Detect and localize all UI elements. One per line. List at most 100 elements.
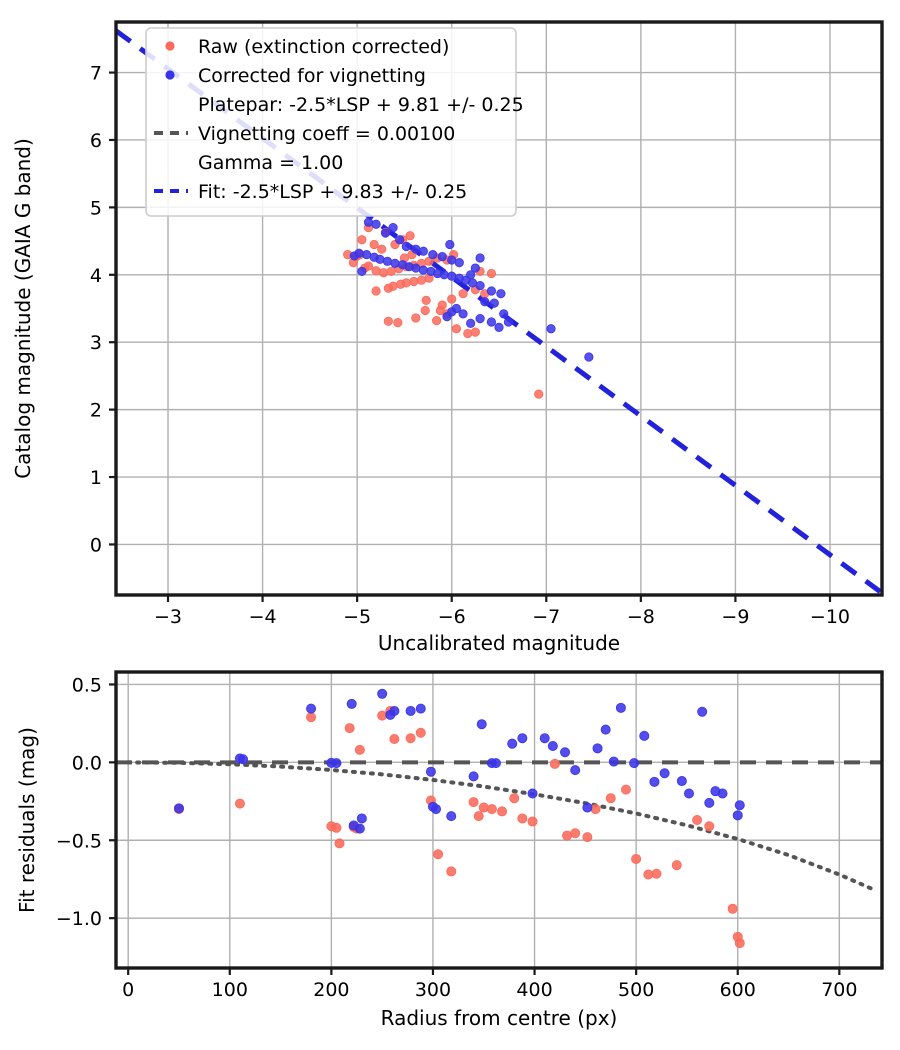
data-point <box>717 788 728 799</box>
data-point <box>388 223 398 233</box>
data-point <box>466 318 476 328</box>
data-point <box>671 860 682 871</box>
data-point <box>629 758 640 769</box>
data-point <box>704 797 715 808</box>
data-point <box>494 322 504 332</box>
data-point <box>490 758 501 769</box>
data-point <box>732 810 743 821</box>
data-point <box>405 231 415 241</box>
data-point <box>473 811 484 822</box>
y-axis-title: Catalog magnitude (GAIA G band) <box>11 138 35 479</box>
data-point <box>605 793 616 804</box>
data-point <box>608 756 619 767</box>
data-point <box>437 300 447 310</box>
y-axis-title: Fit residuals (mag) <box>15 727 39 913</box>
data-point <box>369 252 379 262</box>
data-point <box>377 244 387 254</box>
data-point <box>416 275 427 285</box>
data-point <box>377 688 388 699</box>
data-point <box>306 703 317 714</box>
data-point <box>476 719 487 730</box>
x-tick-label: 0 <box>122 979 134 1001</box>
data-point <box>463 328 473 339</box>
data-point <box>415 727 426 738</box>
data-point <box>446 811 457 822</box>
data-point <box>486 268 497 279</box>
data-point <box>234 798 245 809</box>
x-axis-title: Radius from centre (px) <box>381 1006 618 1030</box>
data-point <box>371 286 381 296</box>
data-point <box>425 766 436 777</box>
x-tick-label: −9 <box>721 606 749 628</box>
data-point <box>418 246 428 256</box>
x-tick-label: 700 <box>821 979 857 1001</box>
y-tick-label: −1.0 <box>56 908 102 930</box>
y-tick-label: 6 <box>90 130 102 152</box>
data-point <box>534 389 544 399</box>
series-corrected <box>349 217 594 362</box>
data-point <box>442 311 452 322</box>
data-point <box>475 253 485 263</box>
legend-entry: Gamma = 1.00 <box>198 152 343 174</box>
y-tick-label: −0.5 <box>56 830 102 852</box>
calibration-plot: −3 −4 −5 −6 −7 −8 −9 −10 0 1 2 3 4 5 6 7 Uncalibrated ma… <box>11 20 884 655</box>
data-point <box>431 804 442 815</box>
data-point <box>363 217 374 227</box>
legend-label: Raw (extinction corrected) <box>198 36 449 58</box>
data-point <box>600 724 611 735</box>
data-point <box>379 268 389 278</box>
data-point <box>697 706 708 717</box>
data-point <box>388 281 398 291</box>
y-tick-label: 3 <box>90 332 102 354</box>
data-point <box>446 866 457 877</box>
data-point <box>478 802 489 813</box>
legend: Raw (extinction corrected) Corrected for … <box>145 27 524 217</box>
data-point <box>362 249 372 260</box>
data-point <box>357 266 367 277</box>
legend-marker-icon <box>165 41 175 51</box>
data-point <box>539 733 550 744</box>
plot-background <box>116 672 882 968</box>
x-tick-label: −6 <box>438 606 466 628</box>
data-point <box>503 317 514 327</box>
data-point <box>546 324 556 334</box>
data-point <box>363 261 374 271</box>
data-point <box>470 327 480 337</box>
data-point <box>354 823 365 834</box>
y-tick-label: 1 <box>90 467 102 489</box>
legend-entry: Platepar: -2.5*LSP + 9.81 +/- 0.25 <box>198 94 524 116</box>
legend-entry: Raw (extinction corrected) <box>165 36 449 58</box>
data-point <box>649 776 660 787</box>
data-point <box>499 309 509 319</box>
data-point <box>582 802 593 813</box>
data-point <box>383 316 393 326</box>
data-point <box>409 276 419 287</box>
data-point <box>346 698 357 709</box>
legend-label: Corrected for vignetting <box>198 65 426 87</box>
y-tick-label: 7 <box>90 63 102 85</box>
data-point <box>395 235 405 245</box>
data-point <box>651 868 662 879</box>
data-point <box>371 219 381 229</box>
data-point <box>547 741 558 752</box>
x-axis-title: Uncalibrated magnitude <box>378 631 620 655</box>
data-point <box>411 313 421 323</box>
data-point <box>468 771 479 782</box>
data-point <box>458 289 468 299</box>
y-tick-label: 5 <box>90 197 102 219</box>
x-tick-label: 400 <box>516 979 552 1001</box>
data-point <box>447 255 457 265</box>
data-point <box>418 265 428 275</box>
data-point <box>486 286 497 296</box>
data-point <box>496 289 506 299</box>
data-point <box>517 813 528 824</box>
data-point <box>401 241 411 252</box>
axes-frame <box>114 20 884 597</box>
legend-label: Fit: -2.5*LSP + 9.83 +/- 0.25 <box>198 181 467 203</box>
data-point <box>458 309 468 319</box>
data-point <box>470 263 480 273</box>
legend-box <box>145 27 517 217</box>
data-point <box>454 258 464 268</box>
legend-label: Vignetting coeff = 0.00100 <box>198 123 455 145</box>
